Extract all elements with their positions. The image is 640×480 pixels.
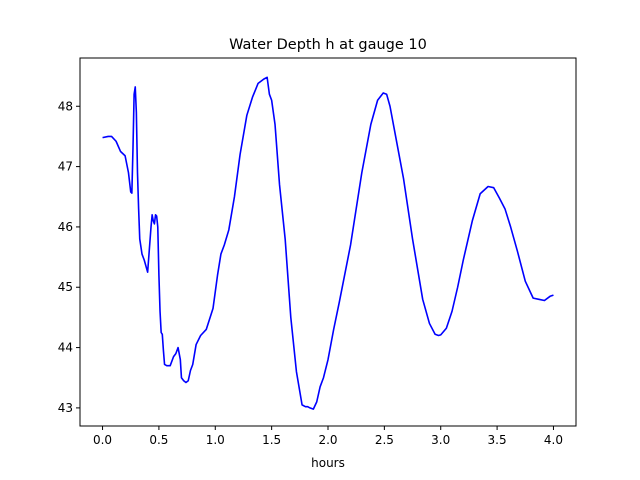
y-tick-label: 47 — [58, 160, 73, 174]
series-line-0 — [102, 76, 554, 410]
y-axis: 43 44 45 46 47 48 — [58, 99, 80, 415]
x-axis: 0.0 0.5 1.0 1.5 2.0 2.5 3.0 3.5 4.0 — [93, 426, 563, 447]
plot-area — [102, 76, 554, 410]
x-tick-label: 2.5 — [375, 433, 394, 447]
x-tick-label: 4.0 — [544, 433, 563, 447]
y-tick-label: 46 — [58, 220, 73, 234]
plot-frame — [79, 57, 577, 427]
x-tick-label: 1.5 — [262, 433, 281, 447]
x-tick-label: 2.0 — [318, 433, 337, 447]
chart-title: Water Depth h at gauge 10 — [229, 37, 427, 53]
x-axis-label: hours — [311, 456, 345, 470]
x-tick-label: 0.0 — [93, 433, 112, 447]
y-tick-label: 45 — [58, 280, 73, 294]
x-tick-label: 1.0 — [206, 433, 225, 447]
y-tick-label: 43 — [58, 401, 73, 415]
x-tick-label: 3.0 — [431, 433, 450, 447]
y-tick-label: 44 — [58, 341, 73, 355]
x-tick-label: 3.5 — [488, 433, 507, 447]
y-tick-label: 48 — [58, 99, 73, 113]
x-tick-label: 0.5 — [149, 433, 168, 447]
